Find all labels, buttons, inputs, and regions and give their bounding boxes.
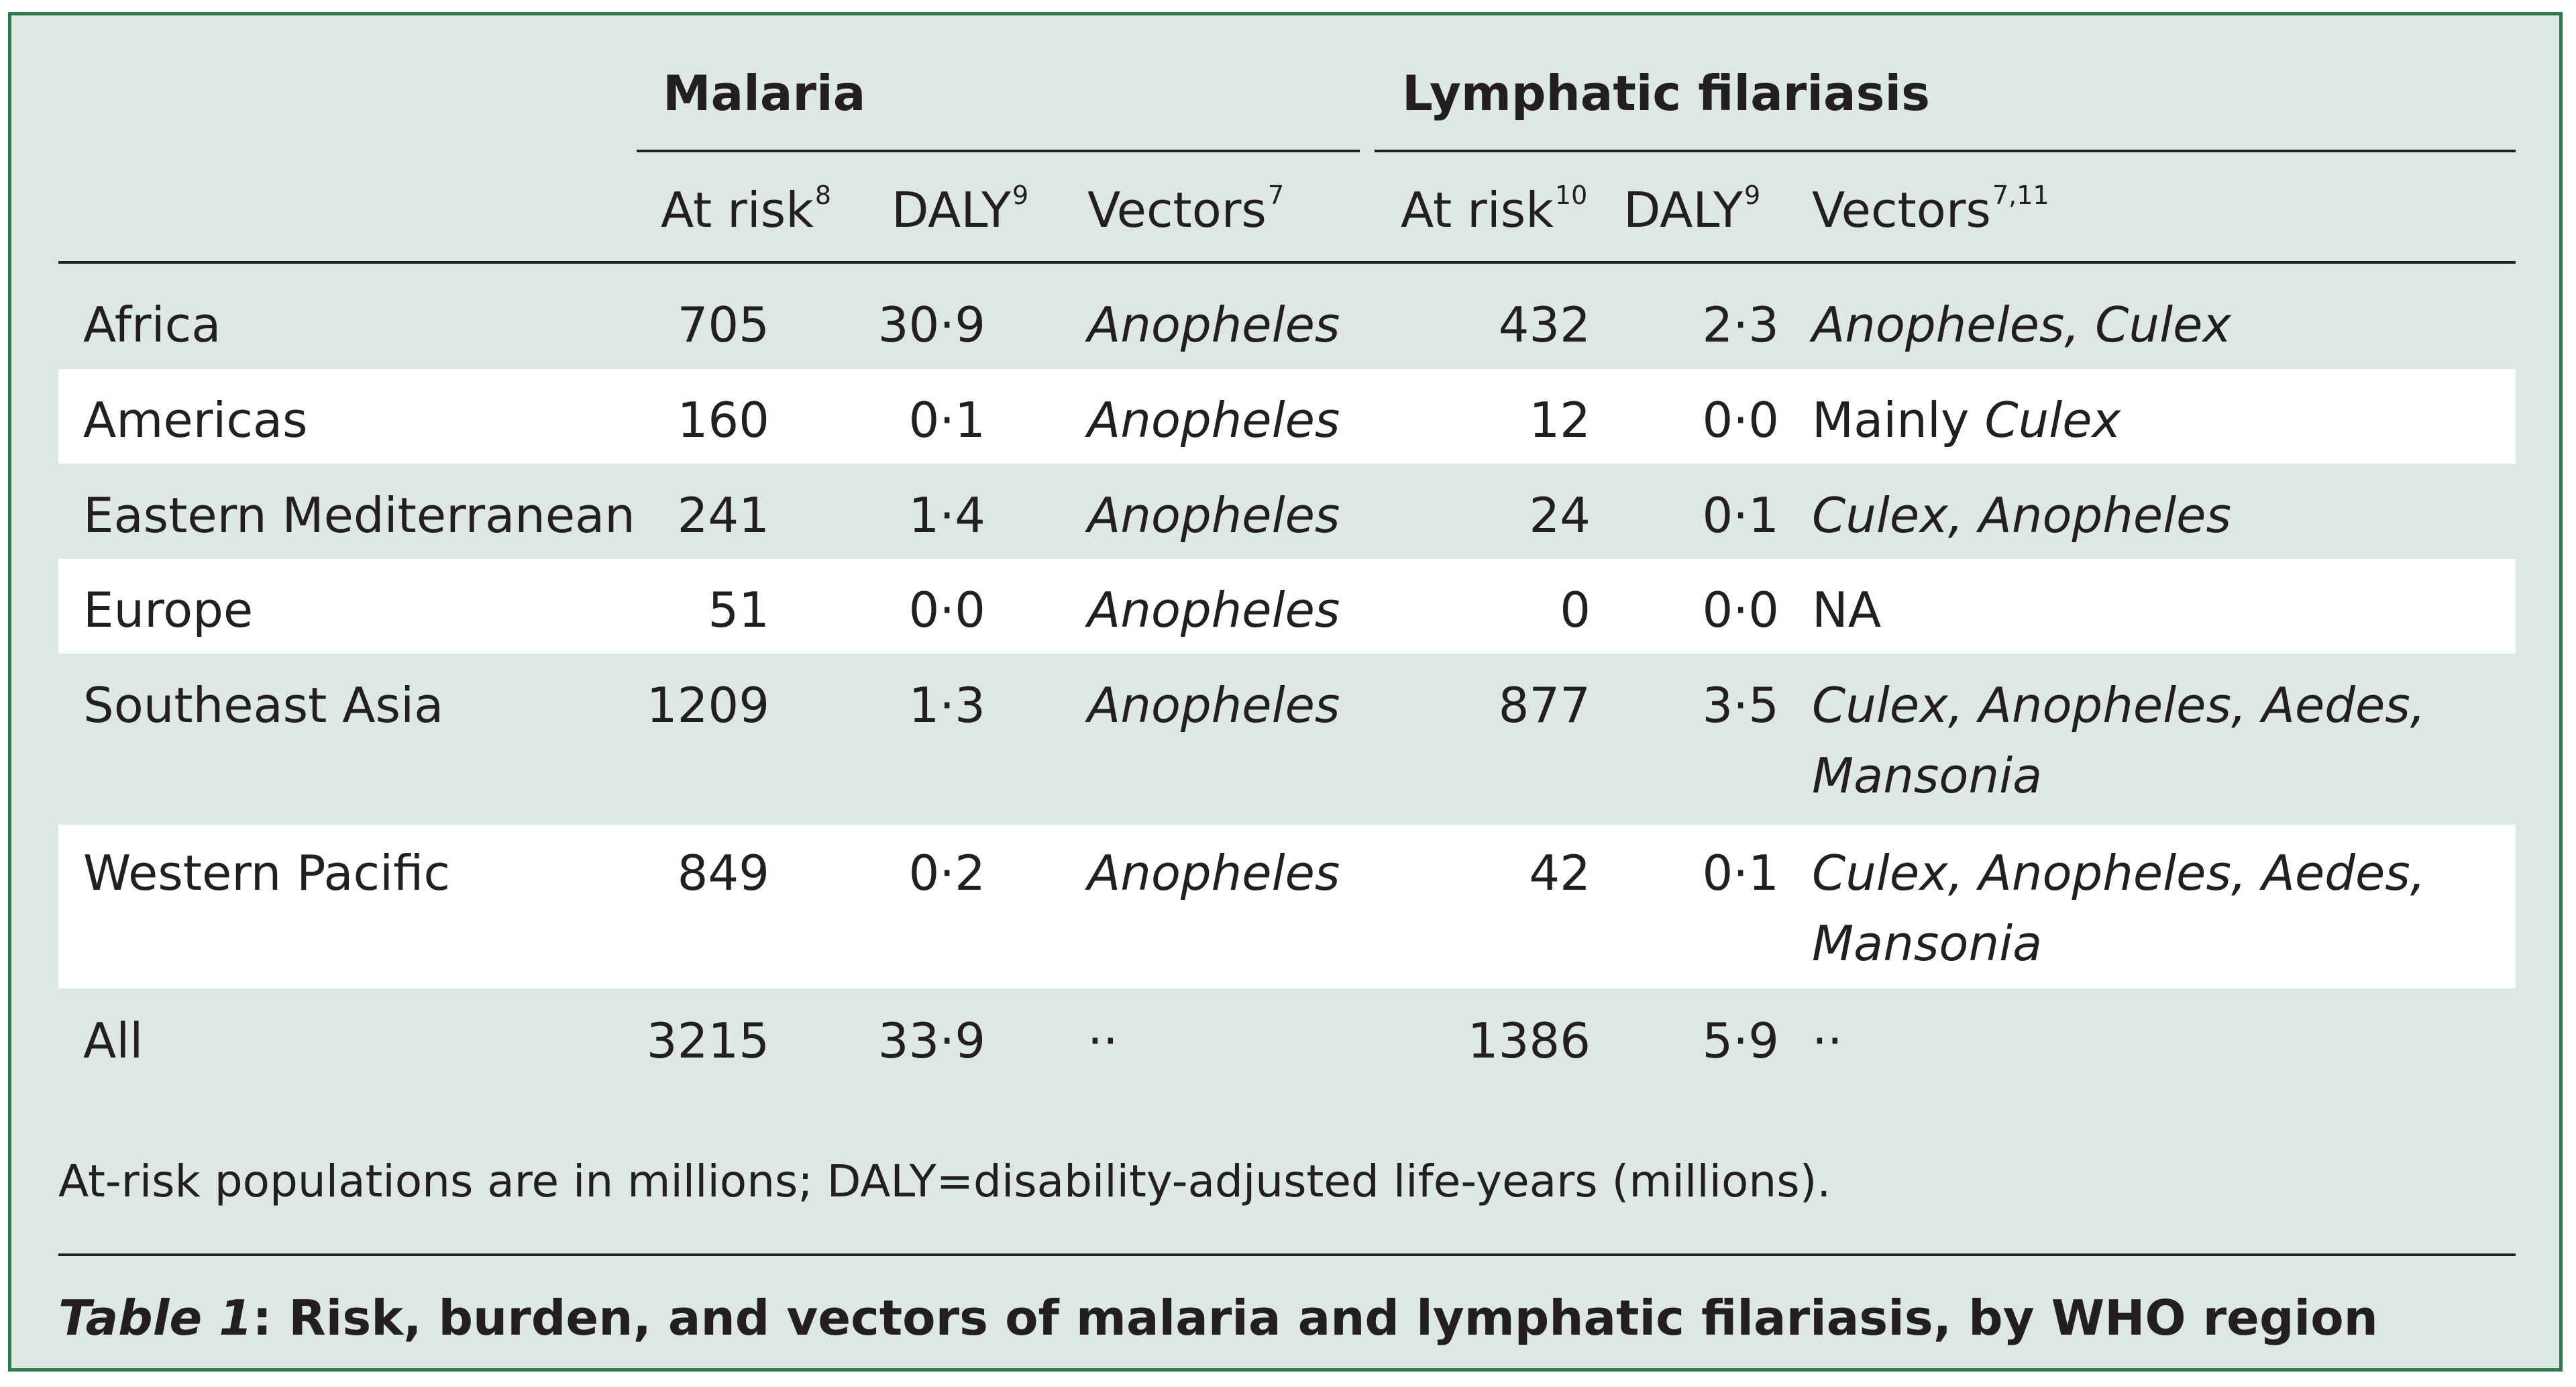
col-header-malaria-at-risk: At risk8: [661, 181, 832, 238]
lf-vectors: Culex, Anopheles: [1812, 487, 2231, 544]
lf-vectors: Culex, Anopheles, Aedes,: [1812, 845, 2426, 901]
lf-vectors: ··: [1812, 1013, 1843, 1069]
row-band-europe: [58, 559, 2516, 654]
row-band-western-pacific: [58, 825, 2516, 988]
malaria-vectors: Anopheles: [1087, 582, 1340, 638]
malaria-at-risk: 705: [677, 297, 769, 353]
lf-vectors: Mainly Culex: [1812, 392, 2121, 448]
malaria-daly: 0·1: [908, 392, 985, 448]
lf-daly: 0·1: [1702, 487, 1779, 544]
lf-daly: 0·1: [1702, 845, 1779, 901]
malaria-vectors: Anopheles: [1087, 677, 1340, 733]
malaria-at-risk: 849: [677, 845, 769, 901]
lf-vectors: Anopheles, Culex: [1812, 297, 2231, 353]
malaria-at-risk: 1209: [646, 677, 769, 733]
col-header-malaria-daly: DALY9: [892, 181, 1029, 238]
table-caption: Table 1: Risk, burden, and vectors of ma…: [58, 1290, 2378, 1346]
malaria-daly: 33·9: [877, 1013, 985, 1069]
malaria-at-risk: 241: [677, 487, 769, 544]
region-label: Europe: [83, 582, 254, 638]
malaria-daly: 1·4: [908, 487, 985, 544]
table-footnote: At-risk populations are in millions; DAL…: [58, 1155, 1831, 1207]
malaria-daly: 0·2: [908, 845, 985, 901]
col-header-lf-daly: DALY9: [1623, 181, 1761, 238]
lf-at-risk: 1386: [1467, 1013, 1591, 1069]
region-label: Eastern Mediterranean: [83, 487, 635, 544]
region-label: Western Pacific: [83, 845, 450, 901]
region-label: Americas: [83, 392, 308, 448]
lf-vectors-continued: Mansonia: [1812, 748, 2043, 804]
header-rule: [58, 261, 2516, 264]
table-frame: Malaria Lymphatic filariasis At risk8 DA…: [8, 12, 2563, 1372]
malaria-daly: 0·0: [908, 582, 985, 638]
lf-vectors: NA: [1812, 582, 1882, 638]
lf-at-risk: 0: [1560, 582, 1591, 638]
malaria-vectors: ··: [1087, 1013, 1118, 1069]
malaria-vectors: Anopheles: [1087, 487, 1340, 544]
malaria-group-title: Malaria: [663, 65, 866, 121]
lf-vectors-continued: Mansonia: [1812, 915, 2043, 972]
lf-group-title: Lymphatic filariasis: [1402, 65, 1930, 121]
malaria-at-risk: 3215: [646, 1013, 769, 1069]
lf-daly: 2·3: [1702, 297, 1779, 353]
lf-daly: 5·9: [1702, 1013, 1779, 1069]
lf-at-risk: 432: [1498, 297, 1591, 353]
lf-at-risk: 877: [1498, 677, 1591, 733]
malaria-vectors: Anopheles: [1087, 297, 1340, 353]
region-label: Southeast Asia: [83, 677, 444, 733]
lf-daly: 3·5: [1702, 677, 1779, 733]
caption-rule: [58, 1253, 2516, 1256]
region-label: All: [83, 1013, 144, 1069]
malaria-vectors: Anopheles: [1087, 392, 1340, 448]
row-band-americas: [58, 369, 2516, 464]
malaria-group-rule: [637, 150, 1360, 152]
lf-group-rule: [1375, 150, 2516, 152]
malaria-daly: 30·9: [877, 297, 985, 353]
col-header-malaria-vectors: Vectors7: [1087, 181, 1285, 238]
lf-at-risk: 42: [1529, 845, 1591, 901]
region-label: Africa: [83, 297, 221, 353]
malaria-daly: 1·3: [908, 677, 985, 733]
malaria-vectors: Anopheles: [1087, 845, 1340, 901]
lf-at-risk: 24: [1529, 487, 1591, 544]
malaria-at-risk: 51: [708, 582, 769, 638]
lf-at-risk: 12: [1529, 392, 1591, 448]
col-header-lf-at-risk: At risk10: [1401, 181, 1588, 238]
lf-daly: 0·0: [1702, 392, 1779, 448]
col-header-lf-vectors: Vectors7,11: [1812, 181, 2049, 238]
lf-daly: 0·0: [1702, 582, 1779, 638]
lf-vectors: Culex, Anopheles, Aedes,: [1812, 677, 2426, 733]
malaria-at-risk: 160: [677, 392, 769, 448]
